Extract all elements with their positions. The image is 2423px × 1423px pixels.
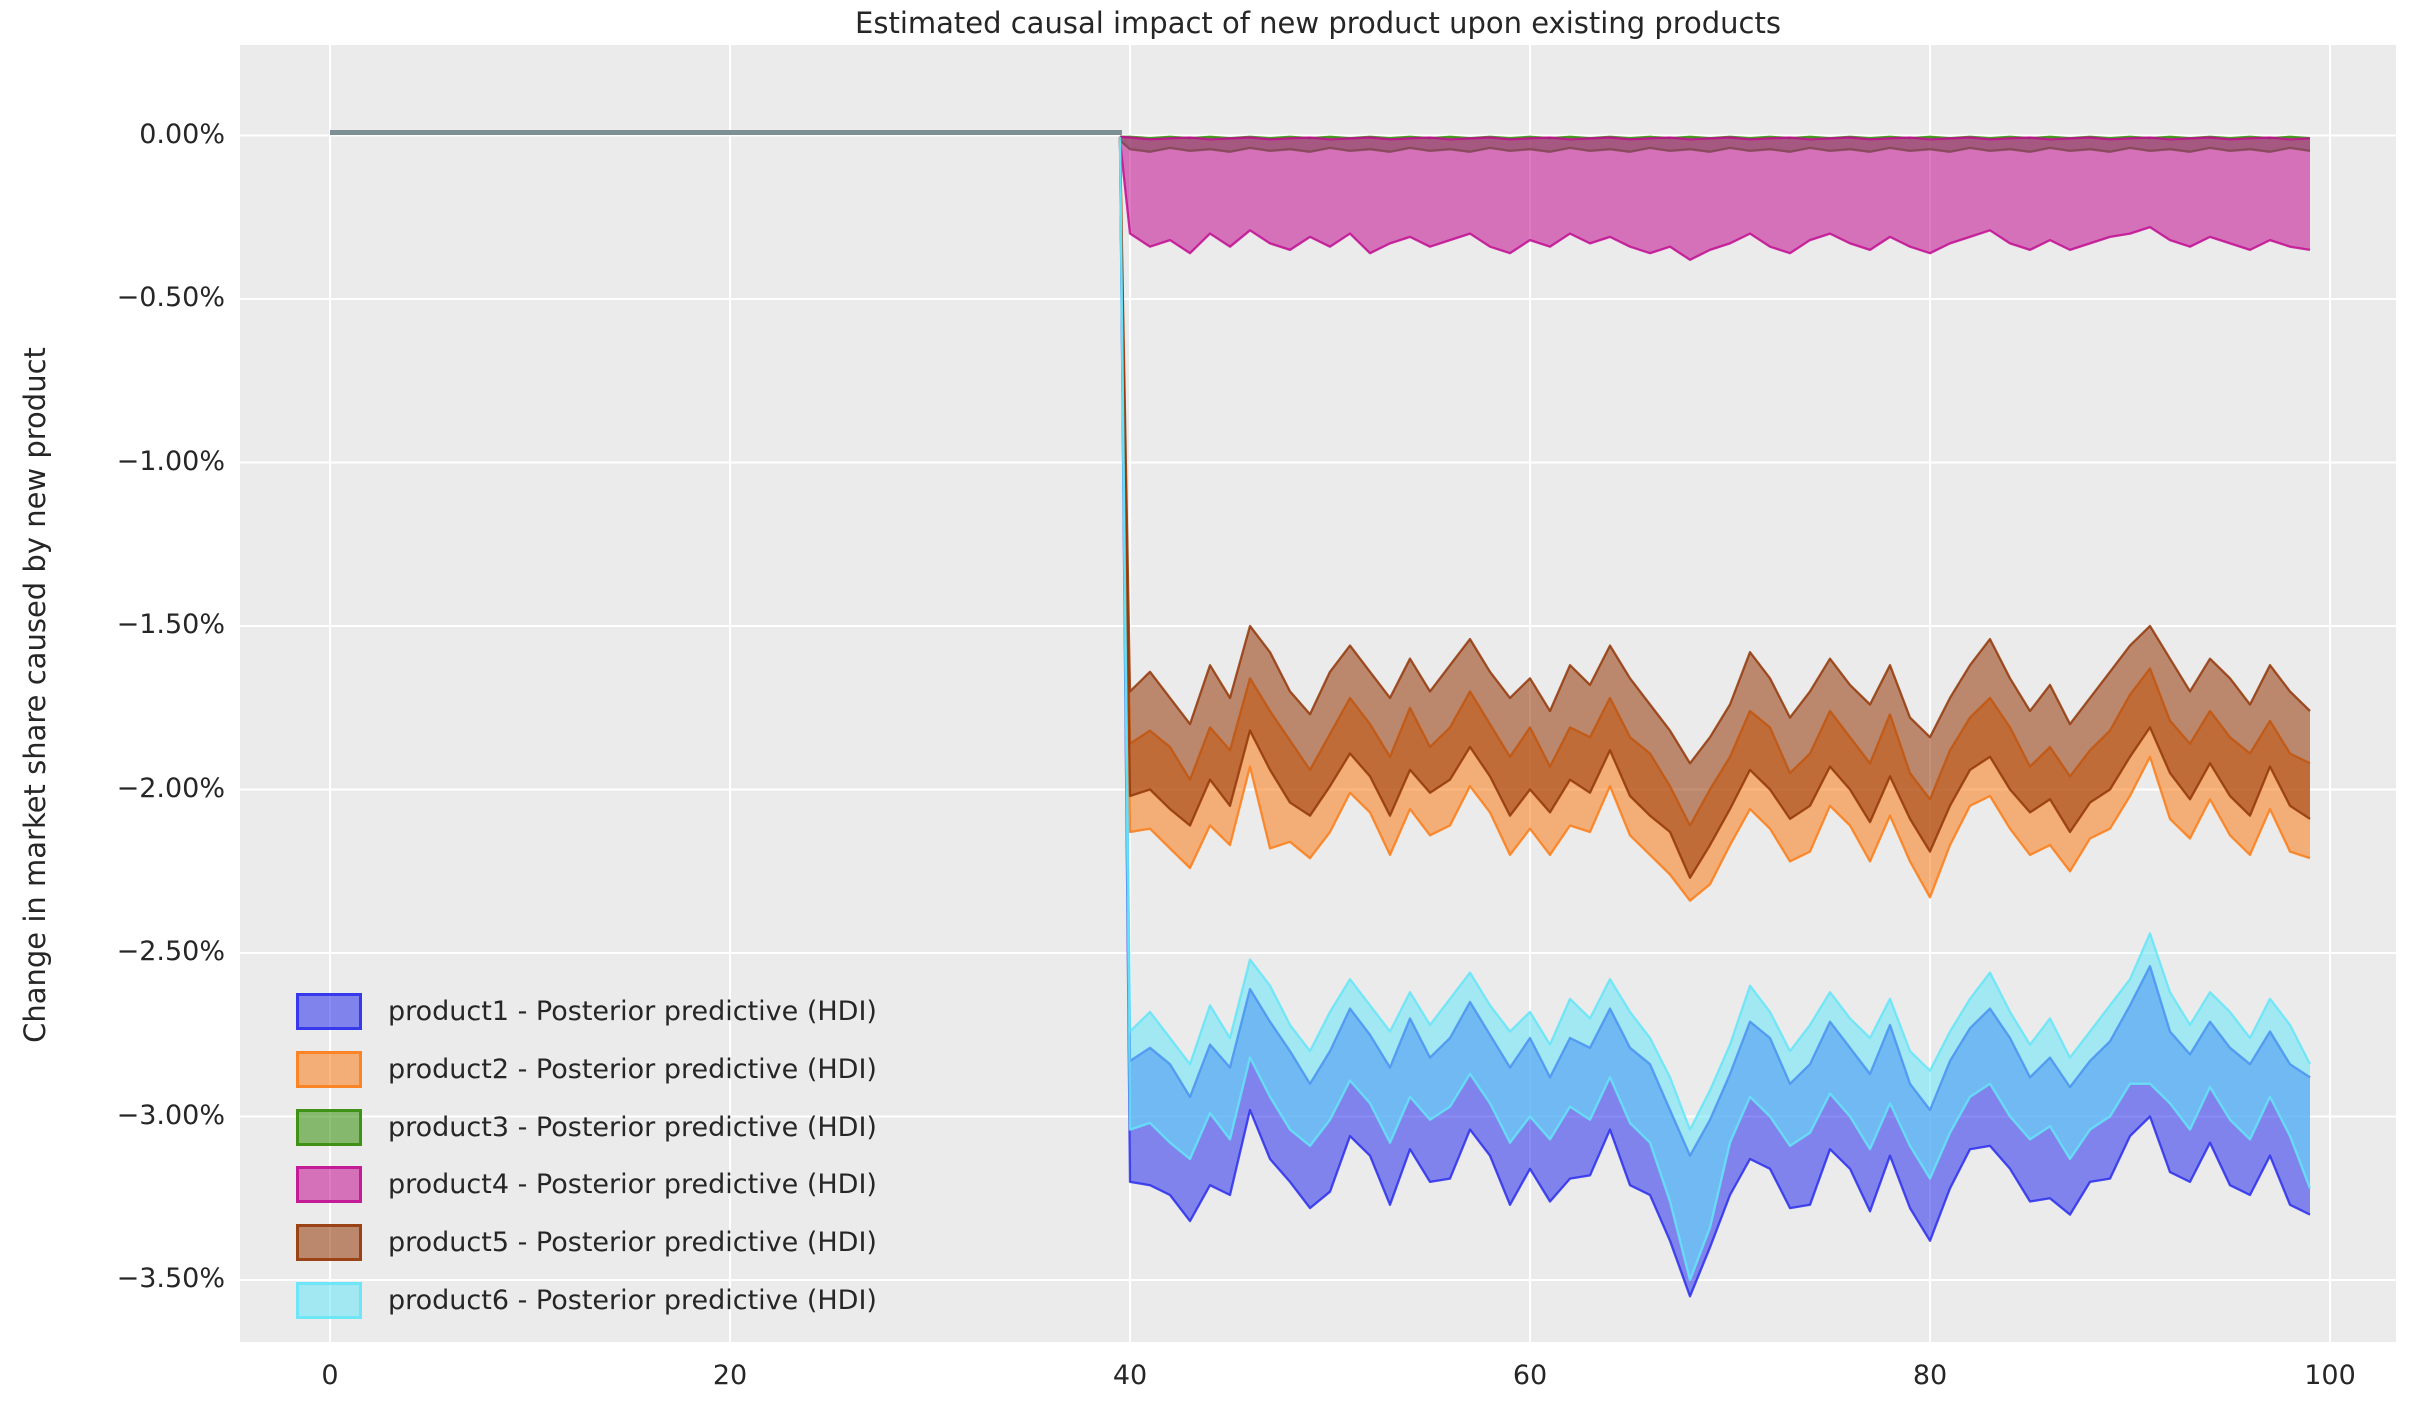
legend-swatch-icon [296, 1051, 362, 1089]
product6-hdi-upper-edge [1118, 136, 2312, 1131]
product6-hdi-lower-edge [1118, 140, 2312, 1282]
legend-swatch-icon [296, 993, 362, 1031]
legend-item: product5 - Posterior predictive (HDI) [296, 1214, 877, 1272]
y-tick-label: −0.50% [116, 282, 225, 313]
y-tick-label: −3.00% [116, 1099, 225, 1131]
legend-item: product3 - Posterior predictive (HDI) [296, 1098, 877, 1156]
product1-hdi-lower-edge [1118, 140, 2311, 1298]
y-tick-label: −1.50% [116, 609, 225, 640]
product5-hdi-lower-edge [1118, 140, 2311, 879]
chart-title: Estimated causal impact of new product u… [855, 6, 1781, 40]
legend-item: product6 - Posterior predictive (HDI) [296, 1271, 877, 1329]
legend-label: product1 - Posterior predictive (HDI) [388, 996, 877, 1028]
product4-hdi-upper-edge [1119, 135, 2311, 141]
product2-hdi-band [1120, 136, 2310, 901]
legend-item: product2 - Posterior predictive (HDI) [296, 1041, 877, 1099]
product4-hdi-lower-edge [1118, 140, 2311, 261]
x-tick-label: 0 [321, 1360, 339, 1391]
legend-item: product1 - Posterior predictive (HDI) [296, 983, 877, 1041]
x-tick-label: 100 [2304, 1360, 2356, 1391]
x-tick-label: 40 [1112, 1360, 1148, 1391]
product4-hdi-band [1120, 136, 2310, 260]
product5-hdi-band [1120, 136, 2310, 878]
legend-swatch-icon [296, 1166, 362, 1204]
legend-swatch-icon [296, 1108, 362, 1146]
y-axis-label: Change in market share caused by new pro… [18, 347, 52, 1043]
x-tick-label: 20 [712, 1360, 748, 1391]
legend-label: product5 - Posterior predictive (HDI) [388, 1227, 877, 1259]
legend: product1 - Posterior predictive (HDI) pro… [296, 983, 877, 1329]
legend-swatch-icon [296, 1224, 362, 1262]
y-tick-label: −2.50% [116, 936, 225, 967]
legend-label: product2 - Posterior predictive (HDI) [388, 1054, 877, 1086]
legend-item: product4 - Posterior predictive (HDI) [296, 1156, 877, 1214]
y-tick-label: −3.50% [116, 1263, 225, 1294]
y-tick-label: −2.00% [116, 772, 225, 804]
legend-label: product4 - Posterior predictive (HDI) [388, 1169, 877, 1201]
legend-swatch-icon [296, 1281, 362, 1319]
legend-label: product3 - Posterior predictive (HDI) [388, 1111, 877, 1143]
legend-label: product6 - Posterior predictive (HDI) [388, 1284, 877, 1316]
product5-hdi-upper-edge [1118, 136, 2311, 765]
y-tick-label: 0.00% [139, 118, 225, 150]
x-tick-label: 60 [1512, 1360, 1548, 1391]
y-tick-label: −1.00% [116, 445, 225, 477]
x-tick-label: 80 [1912, 1360, 1948, 1391]
product2-hdi-lower-edge [1118, 140, 2311, 902]
